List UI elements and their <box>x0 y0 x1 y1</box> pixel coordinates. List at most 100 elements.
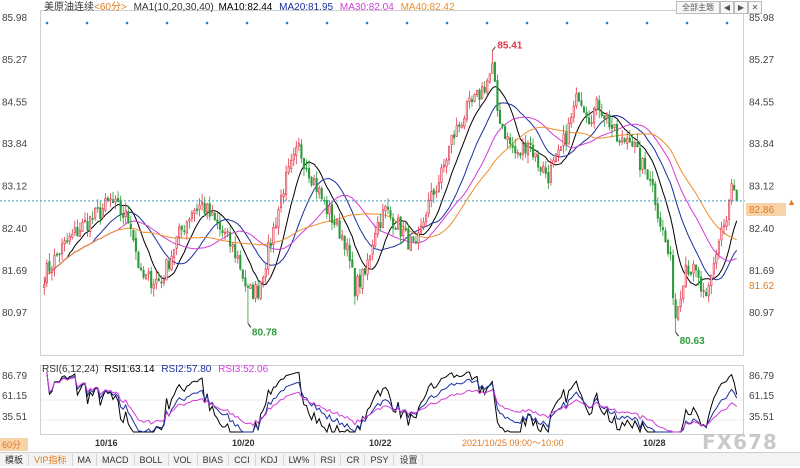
header-symbol: 美原油连续<60分> MA1(10,20,30,40) MA10:82.44 M… <box>44 0 455 13</box>
candle-body <box>425 214 428 223</box>
candle-body <box>684 264 687 288</box>
next-button[interactable]: ▶ <box>734 1 748 14</box>
toolbar-item-template[interactable]: 模板 <box>0 453 30 466</box>
toolbar-item-cr[interactable]: CR <box>341 453 366 466</box>
candle-body <box>478 89 481 101</box>
price-tick-label: 85.98 <box>749 13 774 24</box>
price-tick-label-left: 84.55 <box>2 97 27 108</box>
candle-body <box>259 281 262 299</box>
toolbar-item-vip[interactable]: VIP指标 <box>29 453 73 466</box>
candle-body <box>234 244 237 259</box>
candle-body <box>585 112 588 118</box>
signal-dot <box>85 21 89 25</box>
signal-dot <box>45 21 49 25</box>
candle-body <box>600 111 603 117</box>
low2-annotation: 80.63 <box>680 336 705 347</box>
candle-body <box>170 255 173 271</box>
candle-body <box>341 235 344 240</box>
toolbar-item-rsi[interactable]: RSI <box>315 453 342 466</box>
signal-dot <box>485 21 489 25</box>
candle-body <box>239 254 242 270</box>
candle-body <box>279 195 283 209</box>
candle-body <box>682 285 685 300</box>
candle-body <box>672 255 675 299</box>
toolbar-item-macd[interactable]: MACD <box>97 453 135 466</box>
toolbar-item-psy[interactable]: PSY <box>365 453 395 466</box>
theme-select-button[interactable]: 全部主题 <box>676 1 720 14</box>
price-tick-label-left: 85.98 <box>2 13 27 24</box>
candle-body <box>590 122 593 124</box>
toolbar-item-boll[interactable]: BOLL <box>135 453 169 466</box>
candle-body <box>565 132 568 145</box>
candle-body <box>664 230 667 243</box>
signal-dot <box>645 21 649 25</box>
current-price-marker-icon: ▲ <box>787 197 796 207</box>
candle-body <box>493 61 496 82</box>
candle-body <box>567 122 570 145</box>
candle-body <box>335 218 339 225</box>
candle-body <box>295 146 298 156</box>
candle-body <box>292 153 295 161</box>
candle-body <box>735 189 738 202</box>
candle-body <box>661 227 664 231</box>
candle-body <box>506 136 509 141</box>
candle-body <box>580 100 583 106</box>
toolbar-item-vol[interactable]: VOL <box>169 453 198 466</box>
toolbar-item-kdj[interactable]: KDJ <box>256 453 284 466</box>
candle-body <box>394 227 397 230</box>
candle-body <box>251 284 255 299</box>
candle-body <box>697 269 700 278</box>
close-icon[interactable]: ✕ <box>748 1 762 14</box>
candle-body <box>165 259 168 281</box>
price-tick-label: 85.27 <box>749 55 774 66</box>
toolbar-item-settings[interactable]: 设置 <box>394 453 424 466</box>
candle-body <box>180 225 183 231</box>
candle-body <box>450 134 453 146</box>
candle-body <box>560 146 563 152</box>
candle-body <box>432 189 435 195</box>
ma10-line <box>43 85 738 287</box>
candle-body <box>226 231 229 234</box>
toolbar-item-cci[interactable]: CCI <box>229 453 256 466</box>
toolbar-item-lw[interactable]: LW% <box>284 453 316 466</box>
price-axis-left: 85.98 85.27 84.55 83.84 83.12 82.40 81.6… <box>2 13 27 319</box>
low1-annotation: 80.78 <box>252 327 277 338</box>
candle-body <box>290 159 293 169</box>
candle-body <box>86 221 89 231</box>
price-tick-label: 84.55 <box>749 97 774 108</box>
candle-body <box>53 254 56 269</box>
candle-body <box>384 206 387 212</box>
signal-dot <box>205 21 209 25</box>
toolbar-item-ma[interactable]: MA <box>73 453 98 466</box>
signal-dot <box>605 21 609 25</box>
toolbar-item-bias[interactable]: BIAS <box>198 453 230 466</box>
candle-body <box>371 244 374 255</box>
candle-body <box>440 167 443 184</box>
candle-body <box>363 267 367 275</box>
candle-body <box>117 197 120 202</box>
candle-body <box>414 241 418 243</box>
prev-button[interactable]: ◀ <box>720 1 734 14</box>
candle-body <box>139 267 143 271</box>
candle-body <box>198 204 201 210</box>
candle-body <box>188 218 191 222</box>
candle-body <box>486 80 489 93</box>
candle-body <box>361 268 364 289</box>
candle-body <box>55 253 59 256</box>
candle-body <box>374 233 377 247</box>
candle-body <box>547 171 550 184</box>
candle-body <box>562 133 565 147</box>
candle-body <box>318 187 321 194</box>
rsi1-value: RSI1:63.14 <box>104 364 154 375</box>
high-marker-line <box>491 46 496 52</box>
signal-dot <box>685 21 689 25</box>
candle-body <box>498 109 502 124</box>
candle-body <box>638 147 642 171</box>
signal-dot <box>285 21 289 25</box>
candle-body <box>366 259 369 275</box>
candle-body <box>137 251 140 269</box>
period-label: <60分> <box>94 1 127 13</box>
candle-body <box>417 232 420 244</box>
candle-body <box>470 99 474 103</box>
ma40-value: MA40:82.42 <box>401 2 455 13</box>
